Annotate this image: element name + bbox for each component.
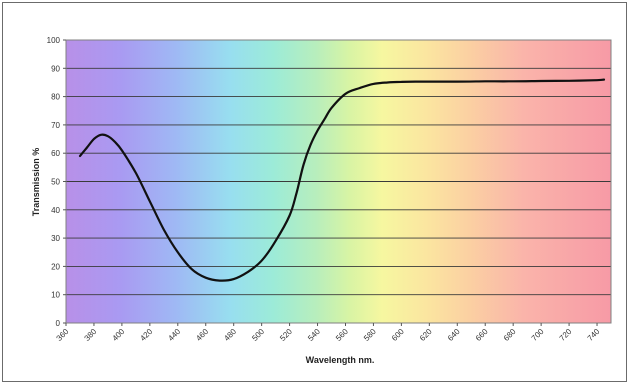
y-tick-label: 10	[51, 291, 60, 300]
x-tick-label: 380	[83, 327, 99, 343]
y-axis-ticks: 0 10 20 30 40 50 60 70 80 90 100	[47, 36, 66, 328]
x-tick-label: 460	[194, 327, 210, 343]
x-tick-label: 360	[55, 327, 71, 343]
x-axis-ticks: 360 380 400 420 440 460 480 500 520 540 560 580 600 6…	[55, 323, 602, 343]
x-tick-label: 700	[530, 327, 546, 343]
x-tick-label: 740	[586, 327, 602, 343]
x-tick-label: 600	[390, 327, 406, 343]
x-tick-label: 660	[474, 327, 490, 343]
x-tick-label: 540	[306, 327, 322, 343]
y-tick-label: 50	[51, 178, 60, 187]
x-tick-label: 520	[278, 327, 294, 343]
y-tick-label: 40	[51, 206, 60, 215]
y-tick-label: 100	[47, 36, 61, 45]
x-tick-label: 640	[446, 327, 462, 343]
x-tick-label: 420	[138, 327, 154, 343]
gridlines	[66, 67, 611, 296]
y-axis-title: Transmission %	[31, 148, 41, 217]
x-tick-label: 440	[166, 327, 182, 343]
x-tick-label: 680	[502, 327, 518, 343]
x-tick-label: 580	[362, 327, 378, 343]
transmission-curve	[78, 78, 606, 282]
x-tick-label: 560	[334, 327, 350, 343]
y-tick-label: 0	[56, 319, 61, 328]
x-axis-title: Wavelength nm.	[306, 355, 375, 365]
x-tick-label: 480	[222, 327, 238, 343]
x-tick-label: 720	[558, 327, 574, 343]
y-tick-label: 80	[51, 93, 60, 102]
y-tick-label: 30	[51, 234, 60, 243]
x-tick-label: 620	[418, 327, 434, 343]
y-tick-label: 60	[51, 149, 60, 158]
x-tick-label: 400	[111, 327, 127, 343]
y-tick-label: 20	[51, 262, 60, 271]
x-tick-label: 500	[250, 327, 266, 343]
y-tick-label: 90	[51, 64, 60, 73]
y-tick-label: 70	[51, 121, 60, 130]
